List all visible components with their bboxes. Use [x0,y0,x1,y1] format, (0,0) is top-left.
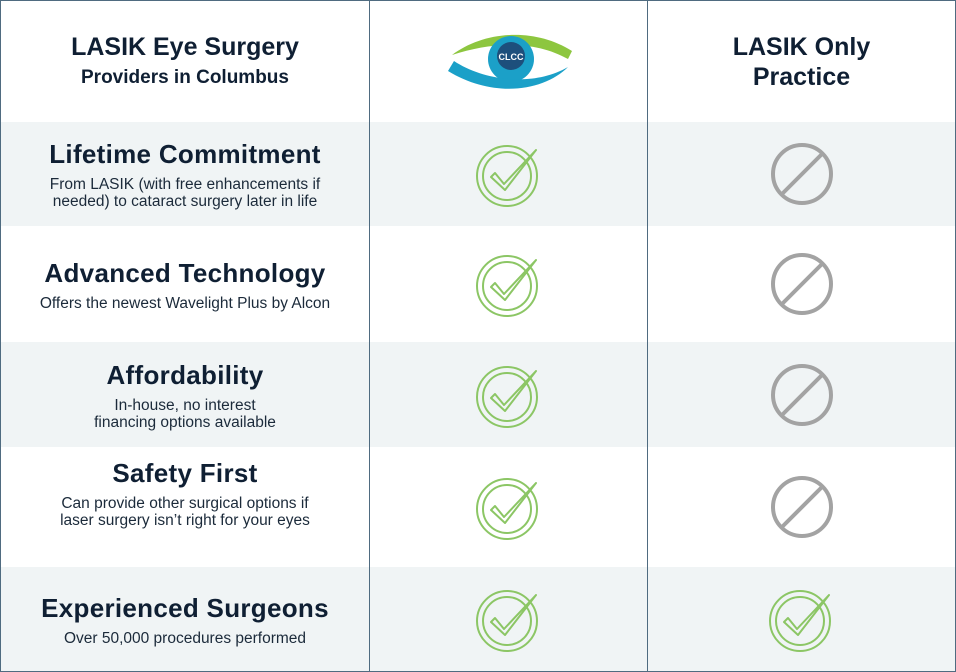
feature-description: Can provide other surgical options if la… [60,495,310,529]
feature-cell: Experienced Surgeons Over 50,000 procedu… [1,567,369,671]
feature-title: Safety First [112,458,258,488]
feature-cell: Lifetime Commitment From LASIK (with fre… [1,122,369,226]
check-icon [475,365,538,428]
feature-title: Affordability [106,359,264,390]
no-icon [770,363,833,426]
clcc-cell [369,447,647,567]
table-row: Lifetime Commitment From LASIK (with fre… [1,122,955,226]
lasik-only-cell [647,342,955,447]
table-row: Affordability In-house, no interest fina… [1,342,955,447]
table-title: LASIK Eye Surgery [71,33,299,61]
clcc-eye-logo-icon: CLCC [447,34,572,89]
no-icon [770,253,833,315]
table-row: Safety First Can provide other surgical … [1,447,955,567]
clcc-cell [369,122,647,226]
header-cell-clcc: CLCC [369,1,647,122]
feature-cell: Advanced Technology Offers the newest Wa… [1,226,369,342]
feature-cell: Safety First Can provide other surgical … [1,447,369,567]
clcc-cell [369,342,647,447]
svg-text:CLCC: CLCC [498,52,523,62]
no-icon [770,143,833,205]
feature-description: From LASIK (with free enhancements if ne… [49,176,321,210]
lasik-only-cell [647,567,955,671]
feature-description: In-house, no interest financing options … [94,396,276,431]
lasik-only-title-line2: Practice [752,62,851,91]
table-row: Advanced Technology Offers the newest Wa… [1,226,955,342]
lasik-only-cell [647,122,955,226]
no-icon [770,476,833,538]
table-subtitle: Providers in Columbus [81,67,289,88]
check-icon [475,590,538,652]
clcc-cell [369,226,647,342]
check-icon [768,590,831,652]
clcc-cell [369,567,647,671]
feature-title: Lifetime Commitment [49,139,321,169]
check-icon [475,478,538,540]
header-row: LASIK Eye Surgery Providers in Columbus … [1,1,955,122]
header-cell-title: LASIK Eye Surgery Providers in Columbus [1,1,369,122]
check-icon [475,145,538,207]
lasik-only-title-line1: LASIK Only [732,32,871,61]
feature-title: Advanced Technology [44,257,326,288]
feature-cell: Affordability In-house, no interest fina… [1,342,369,447]
feature-title: Experienced Surgeons [41,592,329,623]
check-icon [475,255,538,317]
lasik-only-cell [647,447,955,567]
lasik-only-cell [647,226,955,342]
table-row: Experienced Surgeons Over 50,000 procedu… [1,567,955,671]
feature-description: Over 50,000 procedures performed [63,629,307,647]
feature-description: Offers the newest Wavelight Plus by Alco… [39,294,331,312]
header-cell-lasik-only: LASIK Only Practice [647,1,955,122]
